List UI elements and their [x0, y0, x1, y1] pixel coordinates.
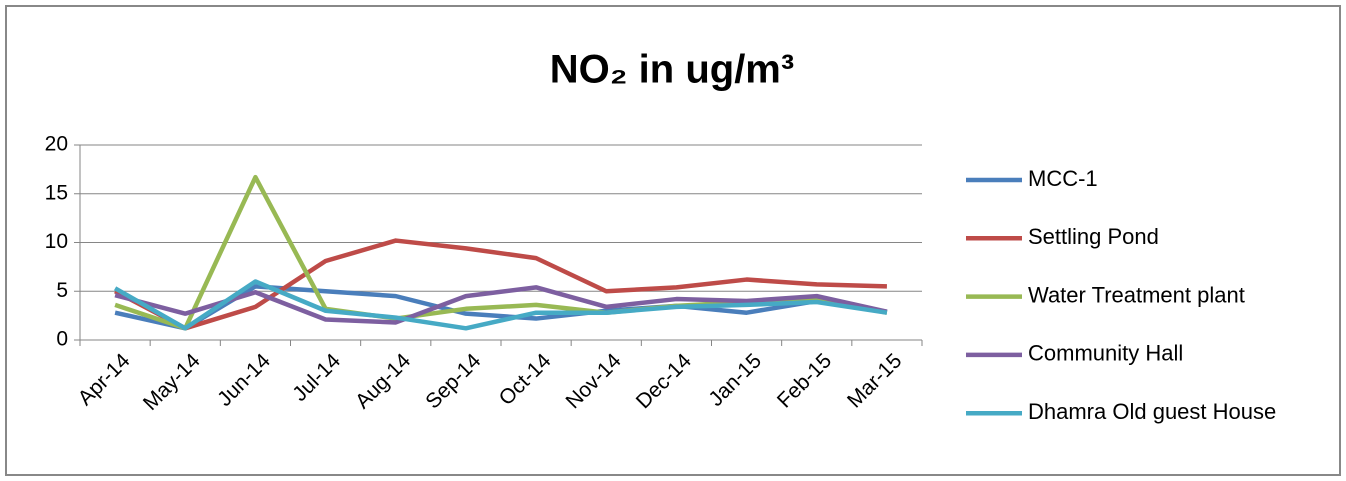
chart-title: NO₂ in ug/m³ [550, 48, 794, 92]
series-line [114, 285, 888, 325]
y-tick-label: 5 [56, 279, 68, 302]
legend-label: Dhamra Old guest House [1028, 399, 1276, 424]
y-tick-label: 15 [45, 181, 68, 204]
series-line [114, 238, 887, 331]
legend-label: Water Treatment plant [1028, 282, 1245, 307]
y-tick-label: 10 [45, 230, 68, 253]
legend-label: Settling Pond [1028, 224, 1159, 249]
y-tick-label: 0 [56, 328, 68, 351]
series-line [113, 279, 888, 331]
legend-label: Community Hall [1028, 341, 1183, 366]
y-tick-label: 20 [45, 133, 68, 156]
series-line [114, 284, 888, 331]
legend-label: MCC-1 [1028, 166, 1098, 191]
